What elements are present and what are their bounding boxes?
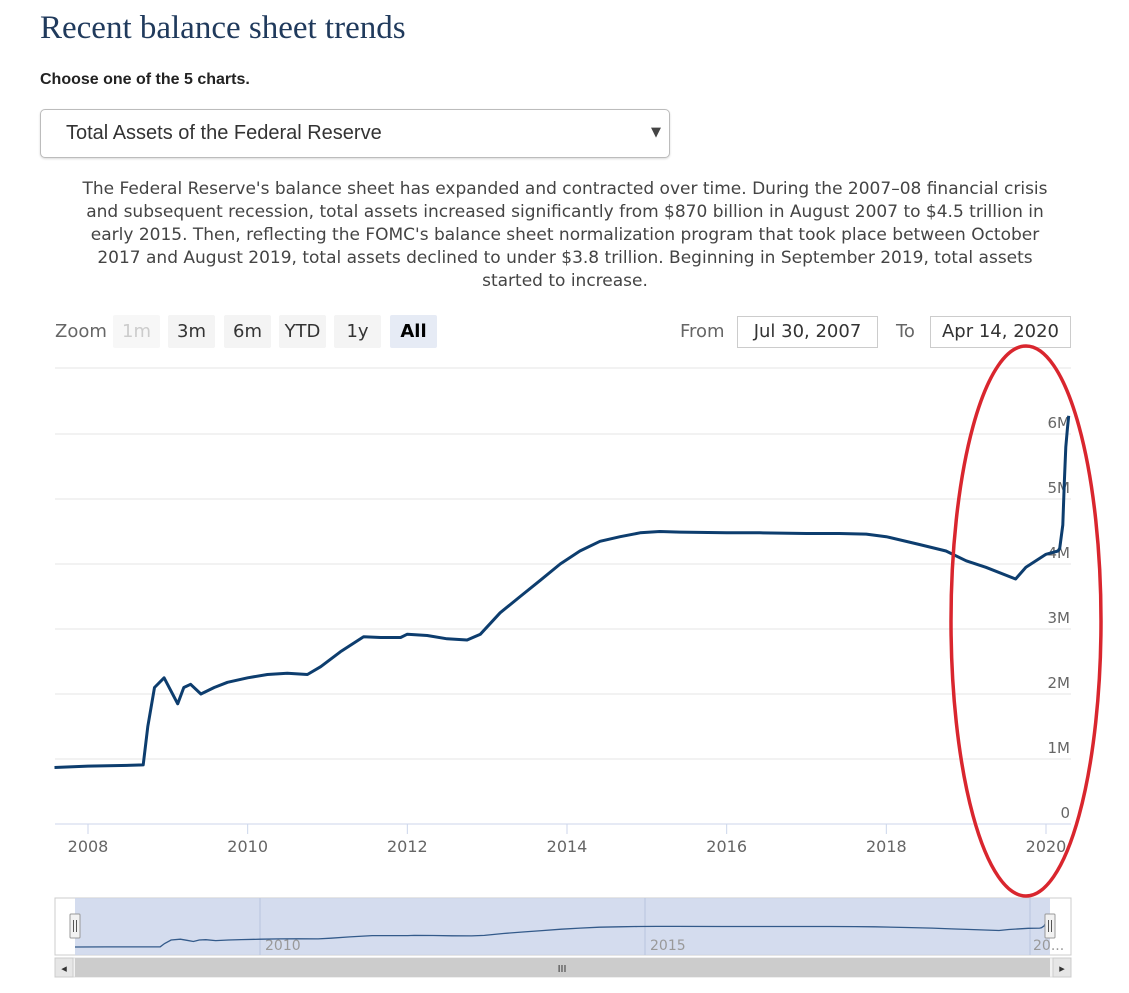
x-tick-label: 2008 (68, 837, 109, 856)
zoom-1y-button[interactable]: 1y (334, 315, 381, 348)
chart-select-dropdown[interactable]: Total Assets of the Federal Reserve ▼ (40, 109, 670, 158)
to-date-input[interactable]: Apr 14, 2020 (930, 316, 1071, 348)
x-tick-label: 2014 (547, 837, 588, 856)
y-tick-label: 6M (1048, 414, 1071, 432)
chart-description: The Federal Reserve's balance sheet has … (82, 179, 1048, 291)
zoom-1m-button[interactable]: 1m (113, 315, 160, 348)
x-tick-label: 2020 (1026, 837, 1067, 856)
grid-lines (55, 367, 1071, 825)
navigator-handle-left-box[interactable] (69, 913, 81, 939)
chart-select-value: Total Assets of the Federal Reserve (66, 122, 382, 144)
navigator-handle-left[interactable] (69, 913, 81, 939)
navigator-selection-mask[interactable] (75, 898, 1050, 955)
x-tick-label: 2018 (866, 837, 907, 856)
navigator-handle-right[interactable] (1044, 913, 1056, 939)
scrollbar-grip-icon: III (558, 964, 567, 975)
scroll-left-icon: ◂ (61, 962, 67, 975)
scroll-left-button[interactable] (54, 957, 74, 978)
chart-chooser-prompt: Choose one of the 5 charts. (40, 71, 250, 88)
to-label: To (896, 321, 915, 342)
y-tick-label: 0 (1060, 804, 1070, 822)
x-axis: 2008 2010 2012 2014 2016 2018 2020 (68, 824, 1067, 856)
navigator-series-line (74, 915, 1051, 948)
scrollbar-thumb[interactable] (75, 958, 1050, 977)
y-tick-label: 5M (1048, 479, 1071, 497)
dropdown-arrow-icon: ▼ (651, 125, 661, 140)
zoom-6m-button[interactable]: 6m (224, 315, 271, 348)
scroll-right-icon: ▸ (1059, 962, 1065, 975)
y-tick-label: 3M (1048, 609, 1071, 627)
series-group (54, 415, 1071, 769)
from-date-input[interactable]: Jul 30, 2007 (737, 316, 878, 348)
x-tick-label: 2010 (227, 837, 268, 856)
navigator-handle-right-box[interactable] (1044, 913, 1056, 939)
zoom-3m-button[interactable]: 3m (168, 315, 215, 348)
annotation-ellipse (949, 344, 1103, 898)
y-tick-label: 4M (1048, 544, 1071, 562)
x-tick-label: 2016 (706, 837, 747, 856)
y-tick-label: 1M (1048, 739, 1071, 757)
navigator-tick-label: 20... (1033, 938, 1064, 954)
scroll-right-button[interactable] (1052, 957, 1072, 978)
page-title: Recent balance sheet trends (40, 10, 406, 46)
y-axis-labels: 0 1M 2M 3M 4M 5M 6M (1048, 414, 1071, 822)
zoom-ytd-button[interactable]: YTD (279, 315, 326, 348)
y-tick-label: 2M (1048, 674, 1071, 692)
series-line (54, 415, 1071, 769)
zoom-all-button[interactable]: All (390, 315, 437, 348)
x-tick-label: 2012 (387, 837, 428, 856)
from-label: From (680, 321, 725, 342)
zoom-label: Zoom (55, 321, 107, 342)
navigator-tick-label: 2015 (650, 938, 686, 954)
navigator-tick-label: 2010 (265, 938, 301, 954)
navigator[interactable]: 2010 2015 20... ◂ ▸ III (54, 897, 1072, 978)
